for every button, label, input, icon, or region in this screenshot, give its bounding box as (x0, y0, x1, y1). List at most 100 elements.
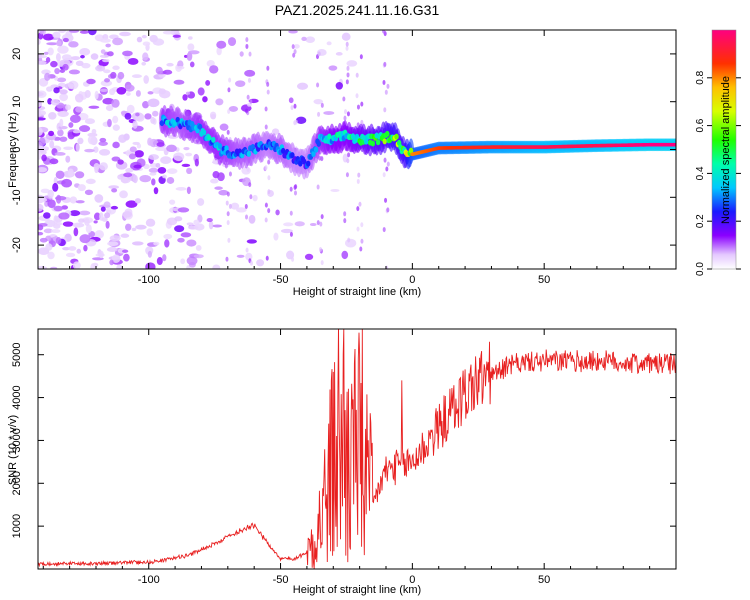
spectrogram-noise-blob (84, 189, 94, 196)
colorbar-tick-label: 0.4 (695, 166, 706, 180)
spectrogram-noise-blob (75, 143, 80, 152)
spectrogram-noise-blob (62, 63, 69, 71)
spectrogram-noise-blob (107, 241, 119, 247)
spectrogram-noise-blob (304, 253, 314, 260)
spectrogram-noise-blob (125, 92, 131, 97)
spectrogram-noise-blob (59, 89, 68, 95)
spectrogram-noise-blob (38, 224, 44, 231)
spectrogram-noise-blob (86, 78, 96, 85)
spectrogram-noise-blob (102, 97, 114, 105)
spectrogram-noise-blob (104, 78, 110, 83)
spectrogram-noise-blob (70, 56, 81, 61)
spectrogram-noise-blob (69, 30, 80, 33)
spectrogram-noise-blob (151, 178, 156, 186)
spectrogram-noise-blob (150, 116, 156, 124)
spectrogram-noise-blob (38, 38, 41, 46)
spectrogram-noise-blob (47, 189, 54, 199)
spectrogram-noise-blob (124, 84, 135, 92)
spectrogram-noise-blob (265, 255, 269, 261)
spectrogram-noise-blob (316, 220, 320, 226)
spectrogram-ridge-core (224, 145, 229, 152)
spectrogram-noise-blob (120, 233, 130, 238)
spectrogram-noise-blob (53, 87, 60, 94)
spectrogram-noise-blob (38, 167, 48, 173)
spectrogram-noise-blob (75, 200, 85, 204)
spectrogram-noise-blob (266, 89, 270, 95)
spectrogram-noise-blob (134, 198, 141, 204)
spectrogram-noise-blob (143, 163, 150, 170)
spectrogram-noise-blob (68, 69, 80, 75)
spectrogram-noise-blob (162, 174, 167, 179)
spectrogram-noise-blob (236, 254, 245, 258)
spectrogram-noise-blob (81, 62, 91, 69)
spectrogram-noise-blob (246, 167, 250, 173)
spectrogram-noise-blob (163, 233, 173, 240)
spectrogram-noise-blob (65, 104, 72, 111)
spectrogram-noise-blob (77, 218, 85, 223)
spectrogram-noise-blob (47, 199, 56, 209)
spectrogram-ridge-core (246, 150, 252, 157)
snr-x-axis-label: Height of straight line (km) (293, 584, 421, 596)
spectrogram-panel: PAZ1.2025.241.11.16.G31 -100 -50 0 50-20-10… (7, 2, 677, 298)
spectrogram-noise-blob (317, 111, 321, 117)
spectrogram-noise-blob (382, 80, 386, 86)
spectrogram-noise-blob (273, 232, 279, 241)
spectrogram-noise-blob (72, 261, 81, 269)
spectrogram-noise-blob (45, 243, 53, 251)
spectrogram-noise-blob (59, 93, 69, 102)
spectrogram-noise-blob (341, 32, 351, 41)
spectrogram-noise-blob (218, 189, 229, 196)
spectrogram-noise-blob (345, 79, 349, 85)
spectrogram-noise-blob (53, 205, 64, 212)
spectrogram-noise-blob (245, 37, 249, 43)
spectrogram-noise-blob (264, 124, 268, 130)
spectrogram-noise-blob (118, 134, 127, 143)
spectrogram-ridge-core (195, 127, 200, 134)
spectrogram-noise-blob (135, 112, 140, 117)
spectrogram-noise-blob (85, 178, 96, 185)
spectrogram-noise-blob (99, 88, 109, 92)
spectrogram-noise-blob (228, 77, 232, 83)
spectrogram-ridge-core (290, 152, 295, 159)
spectrogram-noise-blob (45, 57, 51, 63)
spectrogram-noise-blob (228, 37, 237, 47)
spectrogram-noise-blob (116, 264, 123, 269)
spectrogram-noise-blob (186, 52, 193, 61)
spectrogram-noise-blob (356, 104, 360, 110)
spectrogram-noise-blob (358, 201, 362, 207)
spectrogram-noise-blob (148, 167, 159, 173)
spectrogram-noise-blob (264, 217, 268, 223)
spectrogram-ridge-core (673, 142, 676, 147)
spectrogram-ridge-core (382, 138, 387, 145)
spectrogram-noise-blob (267, 189, 271, 195)
spec-y-tick-label: 10 (11, 96, 23, 108)
spectrogram-noise-blob (360, 222, 364, 228)
spectrogram-noise-blob (359, 54, 363, 60)
spectrogram-noise-blob (142, 52, 149, 61)
spectrogram-noise-blob (187, 43, 195, 51)
spectrogram-noise-blob (75, 60, 84, 67)
spectrogram-ridge-core (394, 133, 399, 140)
spectrogram-noise-blob (206, 60, 215, 67)
spectrogram-noise-blob (382, 172, 386, 178)
colorbar-label: Normalized spectral amplitude (720, 76, 732, 224)
spectrogram-noise-blob (111, 188, 118, 193)
spectrogram-noise-blob (316, 82, 320, 88)
spectrogram-noise-blob (102, 58, 110, 63)
spectrogram-noise-blob (111, 254, 121, 263)
spectrogram-noise-blob (123, 253, 130, 262)
spectrogram-noise-blob (105, 43, 111, 48)
spectrogram-noise-blob (153, 241, 160, 246)
spectrogram-noise-blob (87, 135, 96, 145)
snr-y-tick-label: 4000 (11, 385, 23, 409)
spectrogram-noise-blob (326, 41, 332, 46)
spectrogram-noise-blob (62, 37, 69, 43)
spectrogram-noise-blob (166, 144, 177, 153)
spectrogram-noise-blob (100, 49, 106, 54)
spectrogram-noise-blob (266, 65, 270, 71)
spectrogram-noise-blob (122, 249, 129, 253)
colorbar-tick-label: 0.0 (695, 262, 706, 276)
spectrogram-noise-blob (245, 43, 249, 49)
spectrogram-noise-blob (316, 184, 320, 190)
spectrogram-noise-blob (212, 264, 221, 269)
